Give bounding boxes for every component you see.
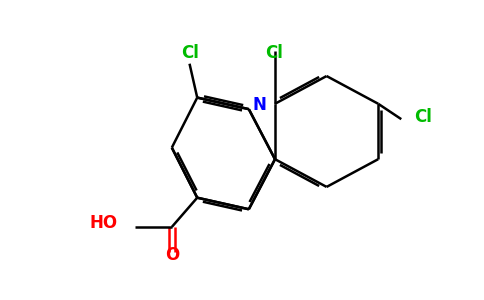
Text: Cl: Cl [265,44,283,62]
Text: N: N [253,96,267,114]
Text: O: O [165,247,179,265]
Text: Cl: Cl [182,44,199,62]
Text: Cl: Cl [414,108,432,126]
Text: HO: HO [89,214,117,232]
